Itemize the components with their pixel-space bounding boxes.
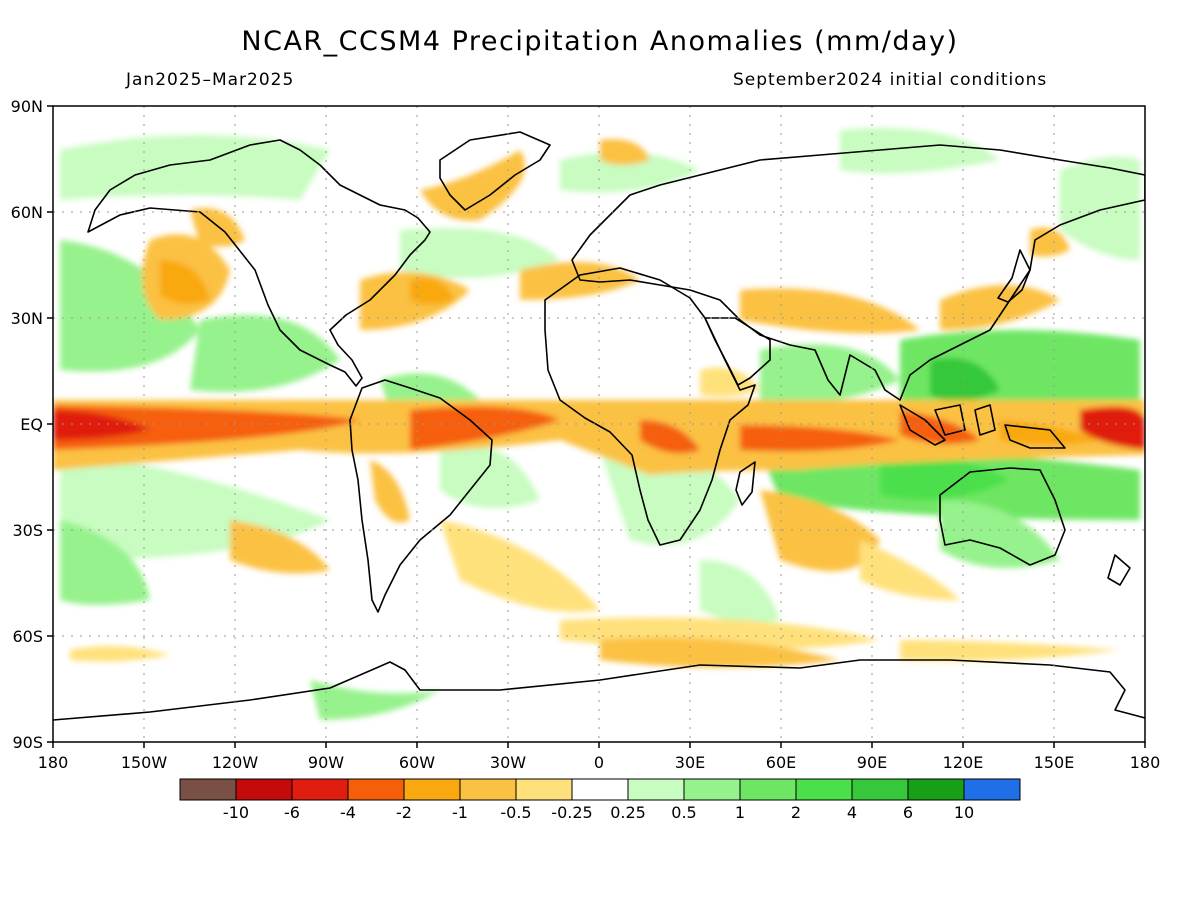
lat-label: EQ xyxy=(20,415,43,434)
colorbar-swatch xyxy=(347,778,405,801)
lon-label: 120E xyxy=(943,753,984,772)
colorbar-label: -1 xyxy=(452,803,468,822)
colorbar-label: -10 xyxy=(223,803,249,822)
colorbar-label: 10 xyxy=(954,803,974,822)
lat-label: 30S xyxy=(12,521,43,540)
lat-label: 60S xyxy=(12,627,43,646)
graticule xyxy=(53,106,1145,742)
lon-label: 30E xyxy=(675,753,705,772)
lat-label: 60N xyxy=(11,203,43,222)
precipitation-anomaly-field xyxy=(53,128,1145,720)
colorbar-label: 4 xyxy=(847,803,857,822)
colorbar-swatch xyxy=(683,778,741,801)
lon-label: 180 xyxy=(1130,753,1161,772)
lat-label: 30N xyxy=(11,309,43,328)
lon-label: 180 xyxy=(38,753,69,772)
map-title: NCAR_CCSM4 Precipitation Anomalies (mm/d… xyxy=(241,26,959,57)
colorbar-swatch xyxy=(907,778,965,801)
colorbar-label: -0.5 xyxy=(500,803,531,822)
lon-label: 60E xyxy=(766,753,796,772)
colorbar-label: -2 xyxy=(396,803,412,822)
lon-label: 150E xyxy=(1034,753,1075,772)
colorbar-swatch xyxy=(235,778,293,801)
colorbar-label: -0.25 xyxy=(551,803,592,822)
lon-label: 60W xyxy=(399,753,435,772)
colorbar-swatch xyxy=(963,778,1021,801)
lat-label: 90S xyxy=(12,733,43,752)
colorbar-swatch xyxy=(179,778,237,801)
colorbar-swatch xyxy=(739,778,797,801)
coastlines xyxy=(53,131,1145,721)
colorbar-swatch xyxy=(459,778,517,801)
lon-label: 150W xyxy=(121,753,168,772)
lon-label: 120W xyxy=(212,753,259,772)
colorbar-swatch xyxy=(291,778,349,801)
colorbar-label: 0.25 xyxy=(610,803,646,822)
colorbar-swatch xyxy=(403,778,461,801)
colorbar-legend: -10 -6 -4 -2 -1 -0.5 -0.25 0.25 0.5 1 2 4 6 10 xyxy=(179,778,1021,822)
colorbar-swatch xyxy=(795,778,853,801)
colorbar-label: 0.5 xyxy=(671,803,696,822)
colorbar-label: 6 xyxy=(903,803,913,822)
colorbar-label: 1 xyxy=(735,803,745,822)
colorbar-label: -6 xyxy=(284,803,300,822)
lon-label: 90E xyxy=(857,753,887,772)
initial-conditions: September2024 initial conditions xyxy=(733,70,1048,90)
colorbar-swatch xyxy=(851,778,909,801)
colorbar-swatch xyxy=(515,778,573,801)
lat-label: 90N xyxy=(11,97,43,116)
colorbar-swatch xyxy=(627,778,685,801)
forecast-period: Jan2025–Mar2025 xyxy=(126,70,295,90)
colorbar-label: 2 xyxy=(791,803,801,822)
colorbar-swatch xyxy=(571,778,629,801)
lon-label: 30W xyxy=(490,753,526,772)
lon-label: 90W xyxy=(308,753,344,772)
colorbar-label: -4 xyxy=(340,803,356,822)
lon-label: 0 xyxy=(594,753,604,772)
